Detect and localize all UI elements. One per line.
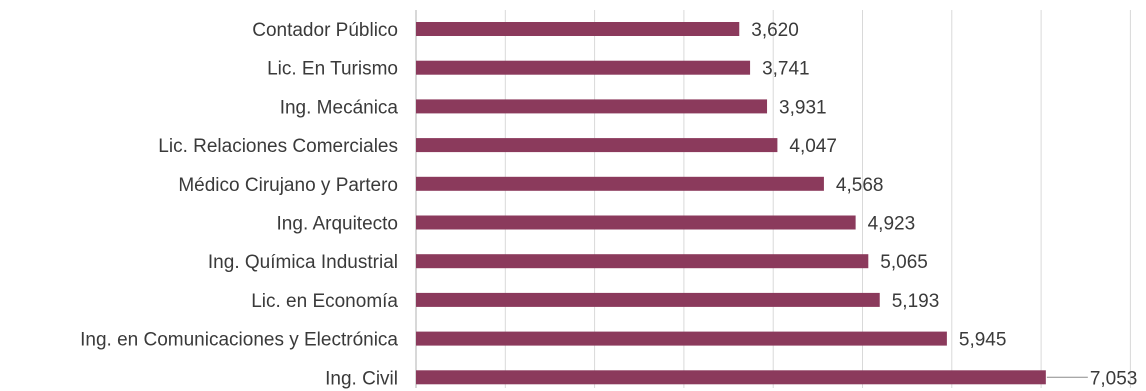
category-label: Ing. Química Industrial [208,252,398,273]
bar [416,138,778,153]
bar [416,331,947,346]
data-label: 4,923 [868,214,916,235]
bar [416,370,1046,385]
category-label: Ing. en Comunicaciones y Electrónica [80,330,398,351]
category-label: Ing. Arquitecto [277,214,398,235]
bar [416,60,751,75]
data-label: 5,065 [880,252,928,273]
category-label: Lic. Relaciones Comerciales [158,136,398,157]
data-label: 3,741 [762,59,810,80]
data-label: 5,945 [959,330,1007,351]
data-label: 4,047 [789,136,837,157]
data-label: 4,568 [836,175,884,196]
data-label: 3,931 [779,97,827,118]
data-label: 5,193 [892,291,940,312]
data-label: 3,620 [751,20,799,41]
bar [416,215,856,230]
category-label: Lic. en Economía [251,291,398,312]
category-label: Lic. En Turismo [267,59,398,80]
bars [416,22,1046,385]
category-label: Ing. Mecánica [280,97,399,118]
bar [416,254,869,269]
category-label: Contador Público [252,20,398,41]
data-label: 7,053 [1090,368,1138,389]
bar [416,99,768,114]
category-label: Médico Cirujano y Partero [178,175,398,196]
bar [416,292,880,307]
category-label: Ing. Civil [325,368,398,389]
bar [416,176,824,191]
labels: Contador Público 3,620 Lic. En Turismo 3,74… [80,20,1137,389]
bar [416,22,740,36]
